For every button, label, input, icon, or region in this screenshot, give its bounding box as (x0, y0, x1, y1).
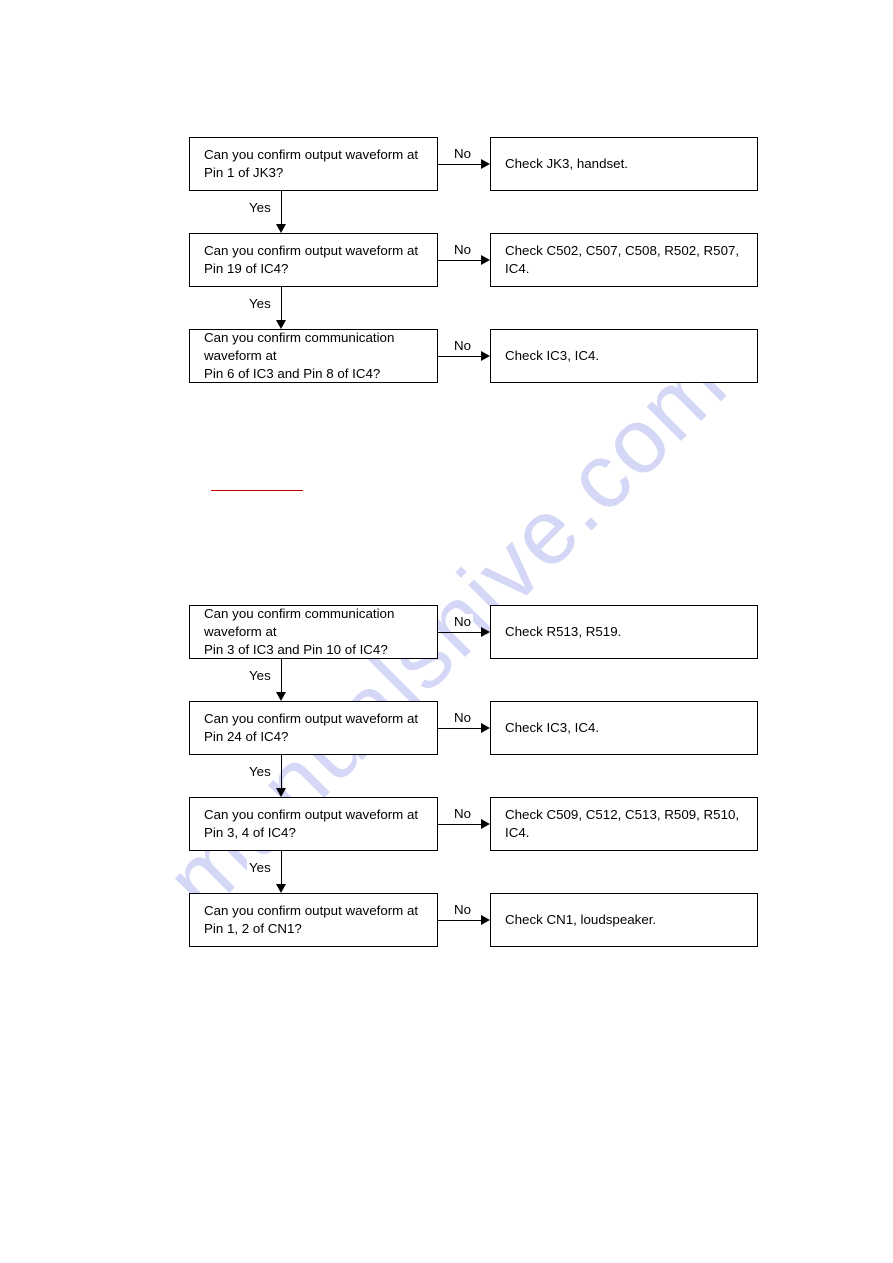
arrowhead-yes-r6 (276, 884, 286, 893)
arrowhead-no-r7 (481, 915, 490, 925)
action-text: Check C509, C512, C513, R509, R510, IC4. (505, 806, 743, 842)
action-text: Check IC3, IC4. (505, 719, 599, 737)
action-text: Check JK3, handset. (505, 155, 628, 173)
edge-yes-r6 (281, 851, 282, 884)
edge-no-r6 (438, 824, 481, 825)
edge-no-r1 (438, 164, 481, 165)
question-node-r5: Can you confirm output waveform atPin 24… (189, 701, 438, 755)
label-no-r5: No (452, 710, 473, 725)
edge-yes-r4 (281, 659, 282, 692)
edge-no-r2 (438, 260, 481, 261)
edge-yes-r2 (281, 287, 282, 320)
edge-no-r4 (438, 632, 481, 633)
question-text: Can you confirm output waveform atPin 24… (204, 710, 418, 746)
arrowhead-yes-r5 (276, 788, 286, 797)
label-no-r3: No (452, 338, 473, 353)
label-yes-r2: Yes (247, 296, 273, 311)
arrowhead-no-r1 (481, 159, 490, 169)
arrowhead-yes-r2 (276, 320, 286, 329)
action-node-r2: Check C502, C507, C508, R502, R507, IC4. (490, 233, 758, 287)
edge-no-r3 (438, 356, 481, 357)
arrowhead-yes-r1 (276, 224, 286, 233)
question-text: Can you confirm output waveform atPin 3,… (204, 806, 418, 842)
arrowhead-yes-r4 (276, 692, 286, 701)
arrowhead-no-r4 (481, 627, 490, 637)
label-no-r2: No (452, 242, 473, 257)
label-yes-r1: Yes (247, 200, 273, 215)
action-text: Check CN1, loudspeaker. (505, 911, 656, 929)
label-yes-r4: Yes (247, 668, 273, 683)
arrowhead-no-r6 (481, 819, 490, 829)
edge-yes-r1 (281, 191, 282, 224)
question-node-r7: Can you confirm output waveform atPin 1,… (189, 893, 438, 947)
label-yes-r6: Yes (247, 860, 273, 875)
label-no-r4: No (452, 614, 473, 629)
question-node-r4: Can you confirm communication waveform a… (189, 605, 438, 659)
action-node-r4: Check R513, R519. (490, 605, 758, 659)
action-text: Check IC3, IC4. (505, 347, 599, 365)
question-node-r1: Can you confirm output waveform atPin 1 … (189, 137, 438, 191)
question-text: Can you confirm output waveform atPin 19… (204, 242, 418, 278)
edge-no-r5 (438, 728, 481, 729)
question-text: Can you confirm output waveform atPin 1 … (204, 146, 418, 182)
action-node-r5: Check IC3, IC4. (490, 701, 758, 755)
red-underline (211, 490, 303, 491)
label-no-r1: No (452, 146, 473, 161)
question-node-r3: Can you confirm communication waveform a… (189, 329, 438, 383)
action-node-r1: Check JK3, handset. (490, 137, 758, 191)
edge-no-r7 (438, 920, 481, 921)
label-no-r7: No (452, 902, 473, 917)
action-text: Check C502, C507, C508, R502, R507, IC4. (505, 242, 743, 278)
question-node-r6: Can you confirm output waveform atPin 3,… (189, 797, 438, 851)
question-node-r2: Can you confirm output waveform atPin 19… (189, 233, 438, 287)
action-node-r7: Check CN1, loudspeaker. (490, 893, 758, 947)
label-yes-r5: Yes (247, 764, 273, 779)
question-text: Can you confirm communication waveform a… (204, 329, 423, 383)
arrowhead-no-r3 (481, 351, 490, 361)
edge-yes-r5 (281, 755, 282, 788)
question-text: Can you confirm output waveform atPin 1,… (204, 902, 418, 938)
action-node-r6: Check C509, C512, C513, R509, R510, IC4. (490, 797, 758, 851)
label-no-r6: No (452, 806, 473, 821)
action-node-r3: Check IC3, IC4. (490, 329, 758, 383)
arrowhead-no-r2 (481, 255, 490, 265)
question-text: Can you confirm communication waveform a… (204, 605, 423, 659)
arrowhead-no-r5 (481, 723, 490, 733)
page: manualshive.com Can you confirm output w… (0, 0, 893, 1263)
action-text: Check R513, R519. (505, 623, 621, 641)
